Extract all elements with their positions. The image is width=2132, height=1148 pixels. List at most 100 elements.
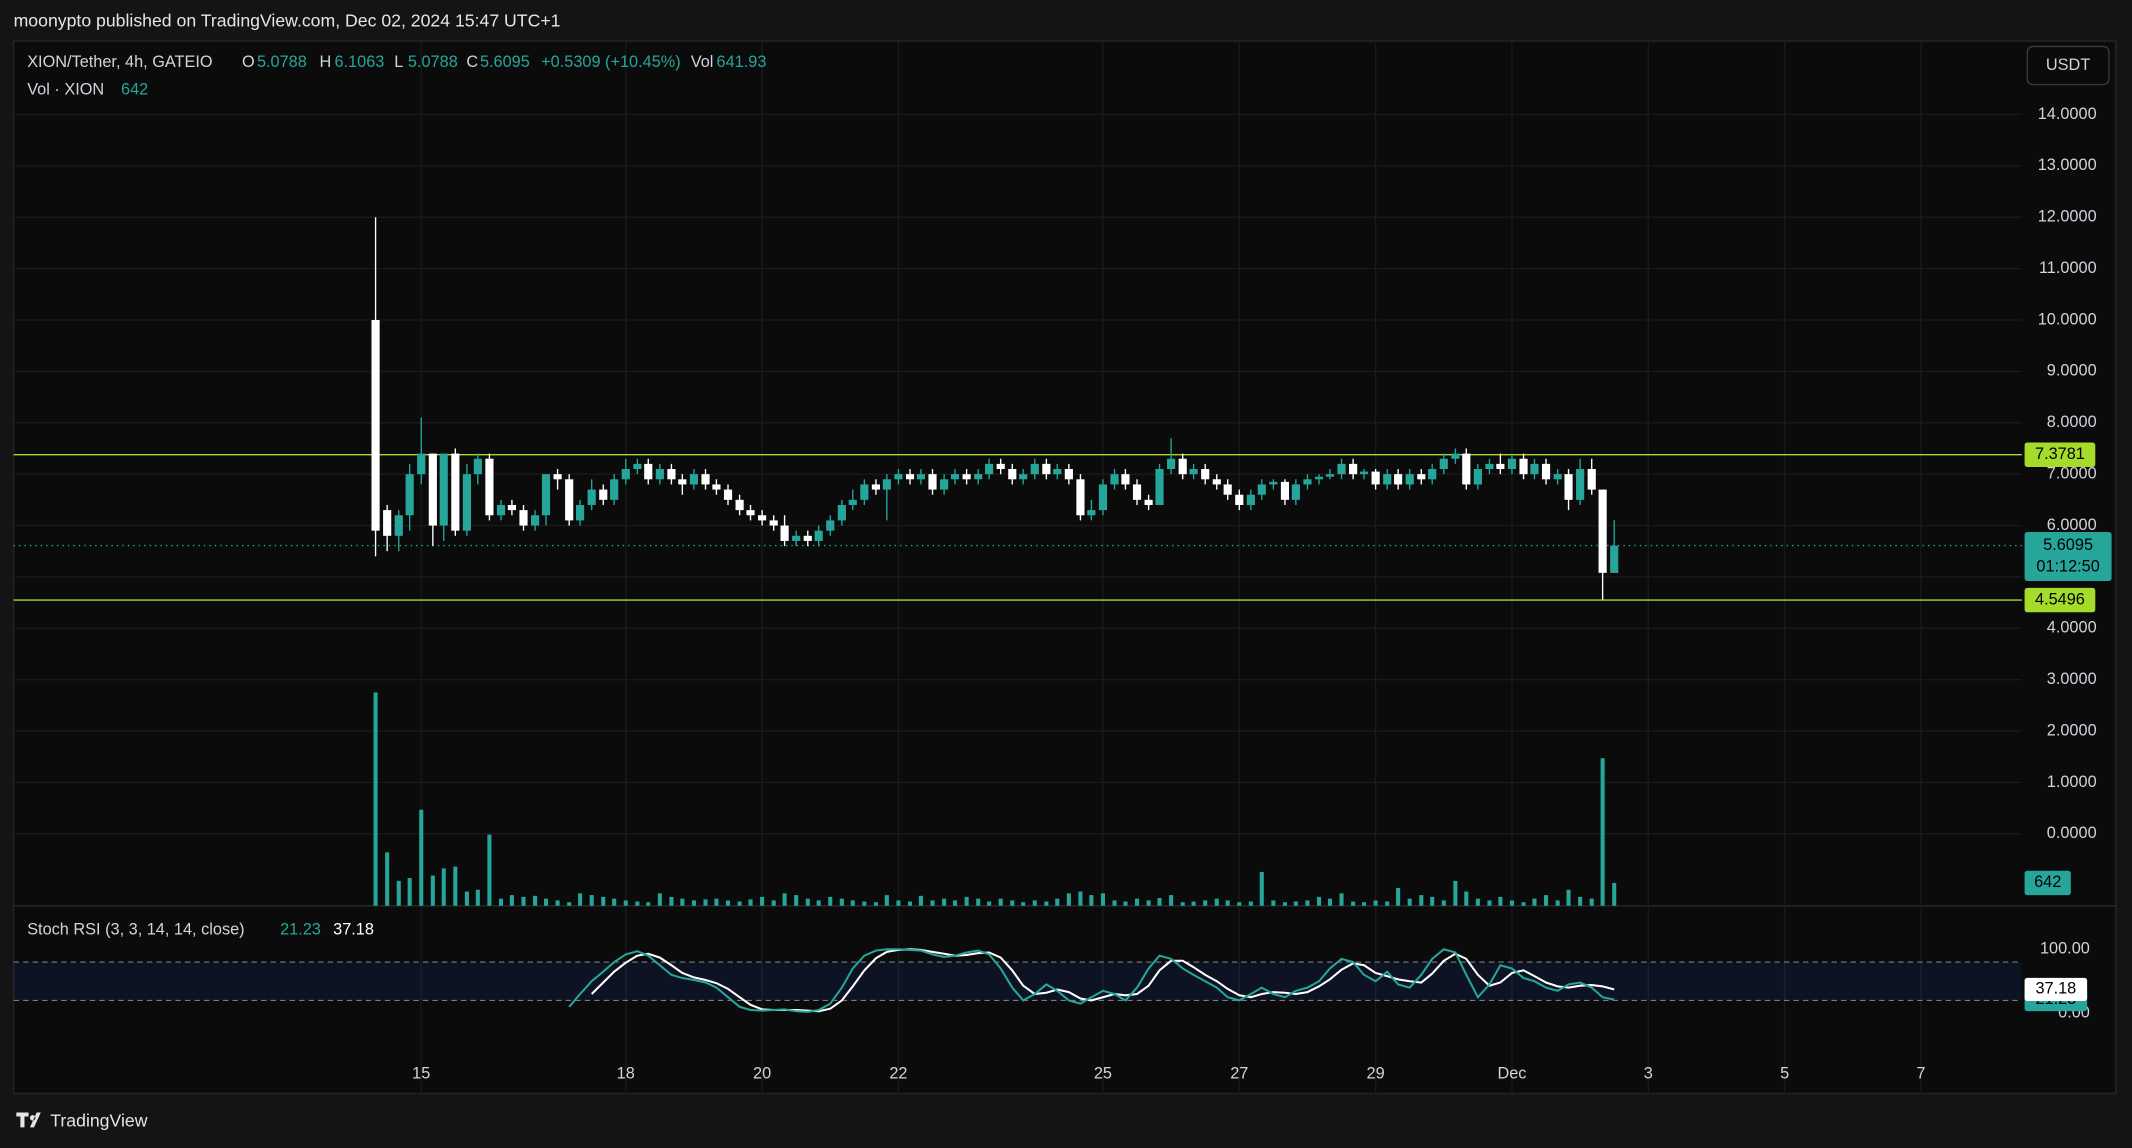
volume-bar [1487,900,1492,906]
candle-body [1201,469,1210,480]
volume-bar [1305,900,1310,906]
volume-bar [487,834,492,906]
candle-body [814,530,823,541]
currency-button-label[interactable]: USDT [2046,56,2090,74]
y-tick-label: 9.0000 [2047,362,2097,380]
candle-body [1325,474,1335,477]
candle-body [1496,463,1505,470]
candle-body [916,474,926,480]
volume-bar [635,901,640,906]
volume-bar [1498,896,1503,906]
volume-bar [680,898,685,906]
volume-bar [850,900,855,906]
volume-bar [1237,902,1242,906]
candle-body [383,510,392,536]
candle-body [1519,458,1528,475]
volume-bar [1430,896,1435,906]
volume-bar [952,900,958,906]
candle-body [1576,469,1585,500]
volume-bar [509,895,514,906]
legend-key: L [394,53,403,71]
y-tick-label: 2.0000 [2047,721,2097,739]
volume-bar [760,896,765,906]
candle-body [905,474,915,480]
volume-bar [1293,901,1298,906]
publisher-line: moonypto published on TradingView.com, D… [14,11,561,31]
volume-bar [578,893,583,906]
stoch-value-box [2024,977,2088,1001]
y-tick-label: 14.0000 [2038,105,2097,123]
volume-bar [1146,900,1151,906]
candle-body [1587,469,1596,490]
legend-change: +0.5309 (+10.45%) [541,53,681,71]
volume-label-box [2024,870,2071,896]
candle-body [667,469,676,480]
volume-bar [1100,893,1105,906]
volume-bar [1066,893,1071,906]
volume-bar [1157,897,1162,906]
candle-body [531,515,540,526]
legend-high: 6.1063 [334,53,384,71]
candle-body [541,474,551,516]
volume-bar [657,893,662,906]
candle-body [1349,463,1358,475]
candle-body [1087,510,1096,516]
volume-bar [601,896,606,906]
y-tick-label: 11.0000 [2039,259,2097,277]
chart-area [12,40,2117,1095]
volume-bar [1282,902,1287,906]
plot-layer: 15 18 20 22 25 27 29 Dec 3 5 7 0.0000 1.0000 2.0000 3.… [13,40,2112,1093]
volume-bar [896,900,901,906]
volume-bar [828,896,833,906]
volume-bar [521,896,526,906]
volume-bar [1396,887,1401,906]
x-tick-label: 25 [1094,1065,1112,1083]
x-tick-label: 5 [1780,1065,1789,1083]
legend-volume: 641.93 [717,53,767,71]
candle-body [1167,458,1176,470]
candle-body [587,489,596,505]
volume-bar [862,901,867,906]
volume-bar [396,880,401,906]
volume-bar [1361,902,1367,906]
candle-body [1064,469,1073,480]
hline-label-box [2024,442,2096,467]
volume-title: Vol · XION [27,80,104,98]
legend-key: H [320,53,332,71]
candle-body [1507,458,1517,470]
volume-bar [805,898,810,906]
volume-bar [475,889,480,906]
x-tick-label: 27 [1230,1065,1248,1083]
y-tick-label: 1.0000 [2047,773,2097,791]
candle-body [496,504,506,516]
volume-bar [816,900,821,906]
volume-bar [1010,900,1015,906]
currency-button[interactable] [2026,45,2110,86]
candle-body [746,510,755,516]
volume-bar [873,902,878,906]
candle-body [837,504,846,521]
candle-body [1008,469,1017,480]
candle-body [1439,458,1448,470]
candle-body [1269,481,1278,485]
volume-bar [691,900,696,906]
candle-body [576,504,585,521]
volume-bar [1225,900,1230,906]
x-tick-label: 7 [1916,1065,1925,1083]
candle-body [962,474,971,480]
candle-body [723,489,733,500]
y-tick-label: 8.0000 [2047,413,2097,431]
x-tick-label: 3 [1644,1065,1653,1083]
candle-body [1485,463,1494,470]
last-price-box [2024,532,2112,581]
x-tick-label: 20 [753,1065,771,1083]
volume-bar [1021,902,1026,906]
volume-bar [567,902,572,906]
candle-body [758,515,767,521]
candle-body [1417,474,1426,480]
candle-body [1530,463,1539,475]
candle-body [769,520,778,526]
volume-bar [907,901,913,906]
volume-bar [1089,895,1094,906]
candle-body [1564,474,1573,500]
